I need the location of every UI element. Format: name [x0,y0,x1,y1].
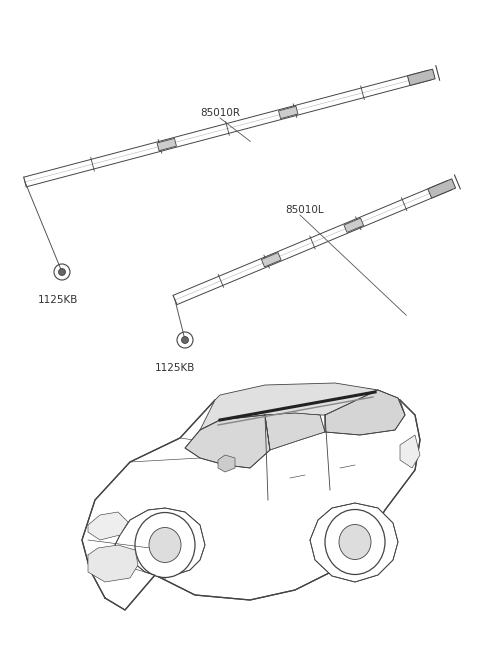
Circle shape [181,337,189,344]
Ellipse shape [135,512,195,577]
Polygon shape [262,253,281,267]
Polygon shape [88,545,138,582]
Polygon shape [115,508,205,578]
Text: 85010R: 85010R [200,108,240,118]
Ellipse shape [149,527,181,562]
Ellipse shape [339,525,371,560]
Polygon shape [278,106,298,119]
Polygon shape [157,138,177,151]
Polygon shape [265,413,325,450]
Polygon shape [200,383,405,430]
Text: 1125KB: 1125KB [38,295,78,305]
Circle shape [59,268,65,276]
Text: 1125KB: 1125KB [155,363,195,373]
Polygon shape [408,69,435,85]
Text: 85010L: 85010L [285,205,324,215]
Polygon shape [88,512,128,540]
Polygon shape [325,390,405,435]
Polygon shape [344,218,363,232]
Polygon shape [82,385,420,610]
Polygon shape [218,455,235,472]
Polygon shape [310,503,398,582]
Polygon shape [185,415,270,468]
Polygon shape [400,435,420,468]
Ellipse shape [325,510,385,575]
Polygon shape [428,179,456,198]
